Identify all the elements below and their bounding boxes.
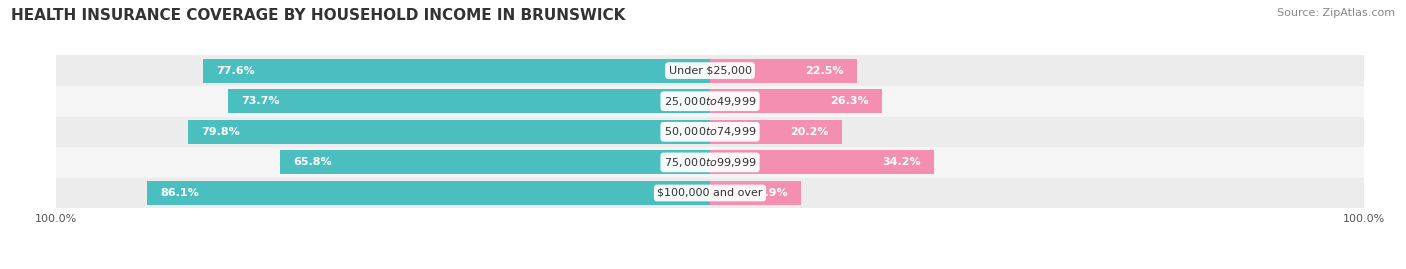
- Text: 65.8%: 65.8%: [292, 157, 332, 167]
- Bar: [228, 89, 710, 113]
- Text: 79.8%: 79.8%: [201, 127, 240, 137]
- Bar: [56, 86, 1364, 116]
- Text: 34.2%: 34.2%: [882, 157, 921, 167]
- Text: $75,000 to $99,999: $75,000 to $99,999: [664, 156, 756, 169]
- Bar: [710, 150, 934, 174]
- Bar: [56, 178, 1364, 208]
- Text: 77.6%: 77.6%: [215, 66, 254, 76]
- Text: Source: ZipAtlas.com: Source: ZipAtlas.com: [1277, 8, 1395, 18]
- Bar: [56, 147, 1364, 178]
- Text: 13.9%: 13.9%: [749, 188, 787, 198]
- Bar: [148, 181, 710, 205]
- Text: 73.7%: 73.7%: [242, 96, 280, 106]
- Bar: [280, 150, 710, 174]
- Text: 20.2%: 20.2%: [790, 127, 830, 137]
- Bar: [710, 181, 801, 205]
- Text: 86.1%: 86.1%: [160, 188, 198, 198]
- Bar: [710, 59, 858, 83]
- Text: 22.5%: 22.5%: [806, 66, 844, 76]
- Bar: [188, 120, 710, 144]
- Text: $100,000 and over: $100,000 and over: [657, 188, 763, 198]
- Text: Under $25,000: Under $25,000: [668, 66, 752, 76]
- Text: $25,000 to $49,999: $25,000 to $49,999: [664, 95, 756, 108]
- Bar: [56, 116, 1364, 147]
- Bar: [56, 55, 1364, 86]
- Text: 26.3%: 26.3%: [831, 96, 869, 106]
- Text: $50,000 to $74,999: $50,000 to $74,999: [664, 125, 756, 138]
- Bar: [710, 89, 882, 113]
- Bar: [710, 120, 842, 144]
- Bar: [202, 59, 710, 83]
- Text: HEALTH INSURANCE COVERAGE BY HOUSEHOLD INCOME IN BRUNSWICK: HEALTH INSURANCE COVERAGE BY HOUSEHOLD I…: [11, 8, 626, 23]
